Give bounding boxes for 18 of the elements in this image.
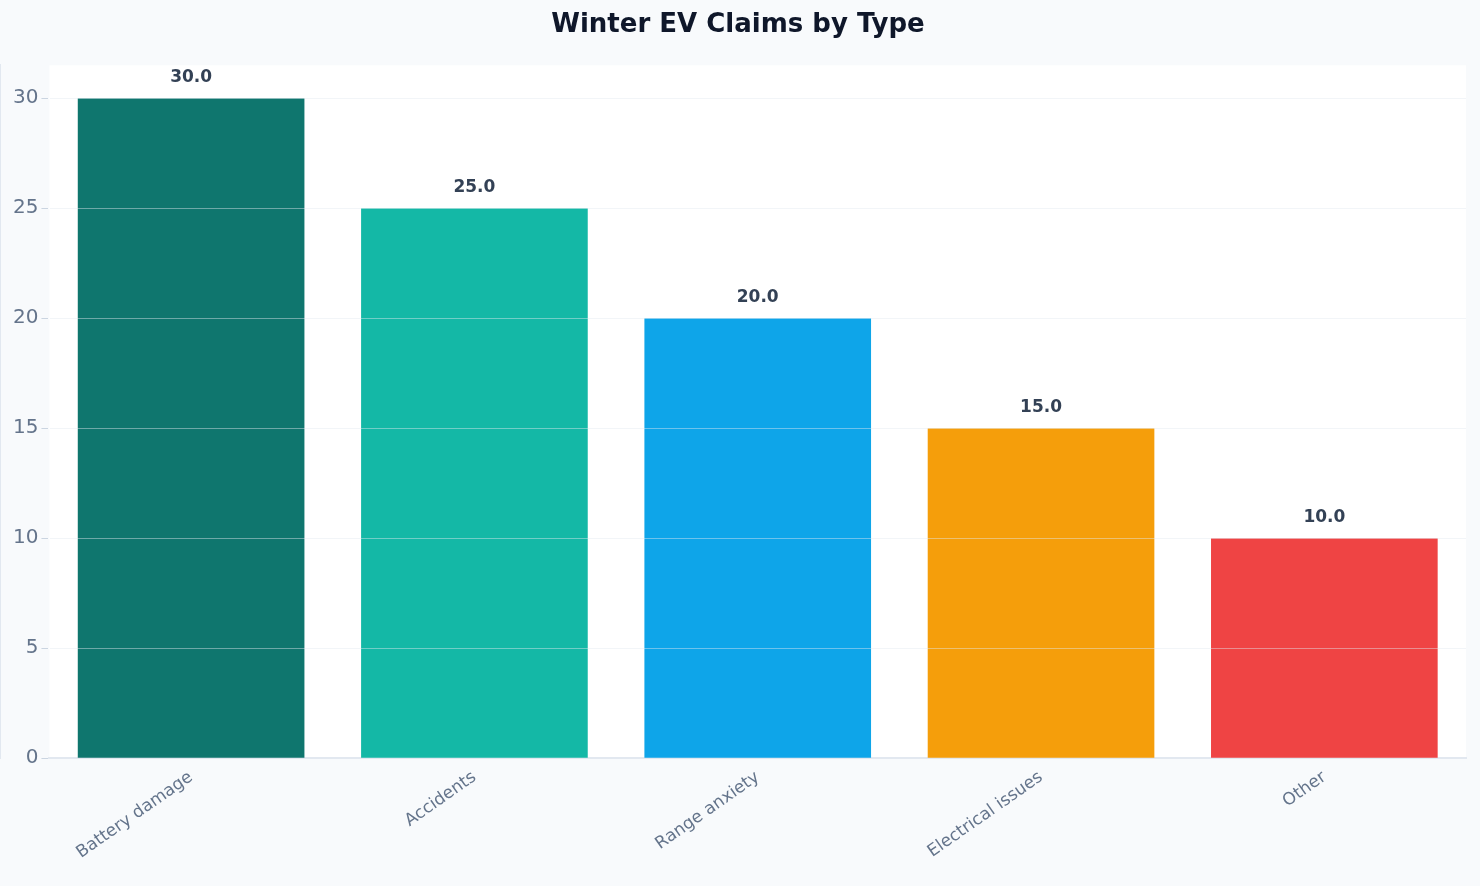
data-label: 25.0 [453,176,496,197]
data-label: 20.0 [736,286,779,307]
bar [361,208,588,758]
data-label: 10.0 [1303,506,1346,527]
y-tick-label: 25 [13,194,39,219]
y-tick-label: 10 [13,524,39,549]
chart-title: Winter EV Claims by Type [551,8,925,39]
y-tick-label: 15 [13,414,39,439]
data-label: 15.0 [1020,396,1063,417]
y-tick-label: 20 [13,304,39,329]
y-tick-label: 5 [25,634,39,659]
bar [77,98,305,758]
bar [1211,538,1438,758]
bar [644,318,872,758]
data-label: 30.0 [170,66,213,87]
y-tick-label: 0 [25,744,39,769]
y-tick-label: 30 [13,84,39,109]
bar [927,428,1155,758]
